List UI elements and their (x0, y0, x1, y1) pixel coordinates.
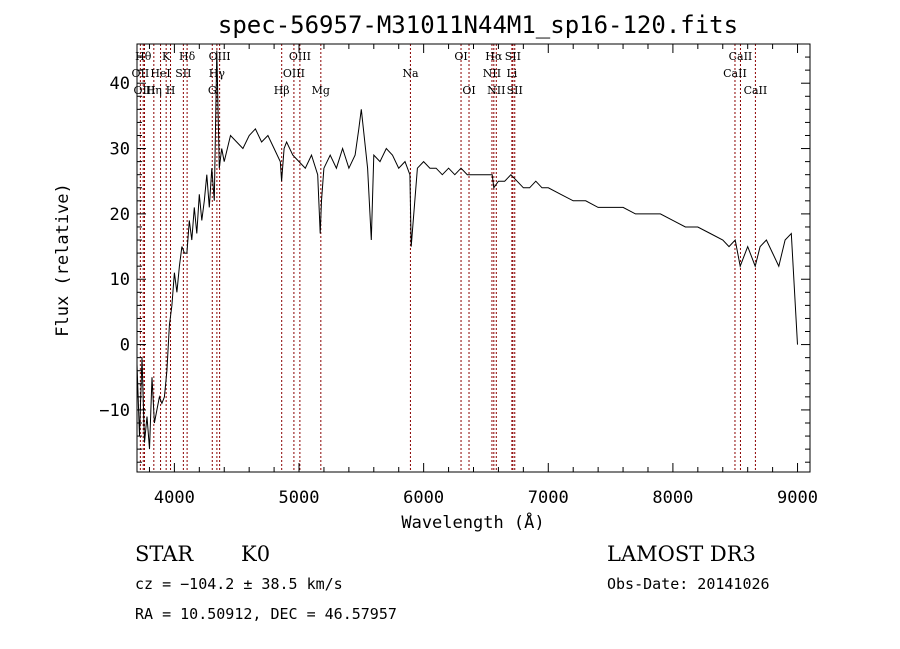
observation-date: Obs-Date: 20141026 (607, 575, 770, 593)
y-tick-label--10: −10 (99, 401, 130, 421)
spectral-line-labels: HθOIIOIIIHηHeIKHSIIHδGHγOIIIHβOIIIOIIIMg… (132, 50, 768, 97)
line-label-3: Hη (146, 84, 162, 97)
line-label-27: CaII (744, 84, 768, 97)
line-label-0: Hθ (135, 50, 152, 63)
line-label-19: NII (483, 67, 501, 80)
survey-name: LAMOST DR3 (607, 542, 756, 566)
line-label-11: OIII (209, 50, 231, 63)
x-tick-label-9000: 9000 (777, 488, 818, 508)
y-axis-ticks: −10 0 10 20 30 40 (99, 56, 810, 463)
x-axis-label: Wavelength (Å) (401, 511, 544, 533)
line-label-14: OIII (289, 50, 311, 63)
plot-frame (136, 43, 811, 473)
line-label-20: Hα (485, 50, 503, 63)
chart-title: spec-56957-M31011N44M1_sp16-120.fits (218, 11, 738, 39)
spectral-line-markers (139, 44, 756, 472)
line-label-15: Mg (312, 84, 330, 97)
line-label-2: OIII (133, 84, 155, 97)
object-class: STAR (135, 542, 194, 566)
line-label-17: OI (454, 50, 467, 63)
x-tick-label-4000: 4000 (154, 488, 195, 508)
x-tick-label-8000: 8000 (652, 488, 693, 508)
line-label-23: SII (505, 50, 521, 63)
line-label-13: OIII (283, 67, 305, 80)
x-tick-label-6000: 6000 (403, 488, 444, 508)
line-label-18: OI (462, 84, 475, 97)
line-label-25: CaII (723, 67, 747, 80)
line-label-6: H (166, 84, 176, 97)
spectrum-series-line (136, 50, 798, 450)
y-tick-label-30: 30 (110, 140, 130, 160)
y-axis-label: Flux (relative) (53, 183, 73, 337)
line-label-26: CaII (729, 50, 753, 63)
line-label-9: G (208, 84, 217, 97)
y-tick-label-0: 0 (120, 336, 130, 356)
x-axis-ticks: 4000 5000 6000 7000 8000 9000 (148, 44, 818, 508)
object-subclass: K0 (241, 542, 270, 566)
line-label-21: NII (487, 84, 505, 97)
line-label-1: OII (132, 67, 150, 80)
line-label-12: Hβ (274, 84, 290, 97)
line-label-22: Li (506, 67, 517, 80)
x-tick-label-5000: 5000 (279, 488, 320, 508)
line-label-8: Hδ (179, 50, 196, 63)
sky-coordinates: RA = 10.50912, DEC = 46.57957 (135, 605, 397, 623)
line-label-4: HeI (150, 67, 170, 80)
y-tick-label-10: 10 (110, 270, 130, 290)
line-label-7: SII (175, 67, 191, 80)
line-label-5: K (162, 50, 171, 63)
y-tick-label-40: 40 (110, 74, 130, 94)
line-label-24: SII (507, 84, 523, 97)
line-label-16: Na (402, 67, 419, 80)
y-tick-label-20: 20 (110, 205, 130, 225)
redshift-velocity: cz = −104.2 ± 38.5 km/s (135, 575, 343, 593)
x-tick-label-7000: 7000 (528, 488, 569, 508)
